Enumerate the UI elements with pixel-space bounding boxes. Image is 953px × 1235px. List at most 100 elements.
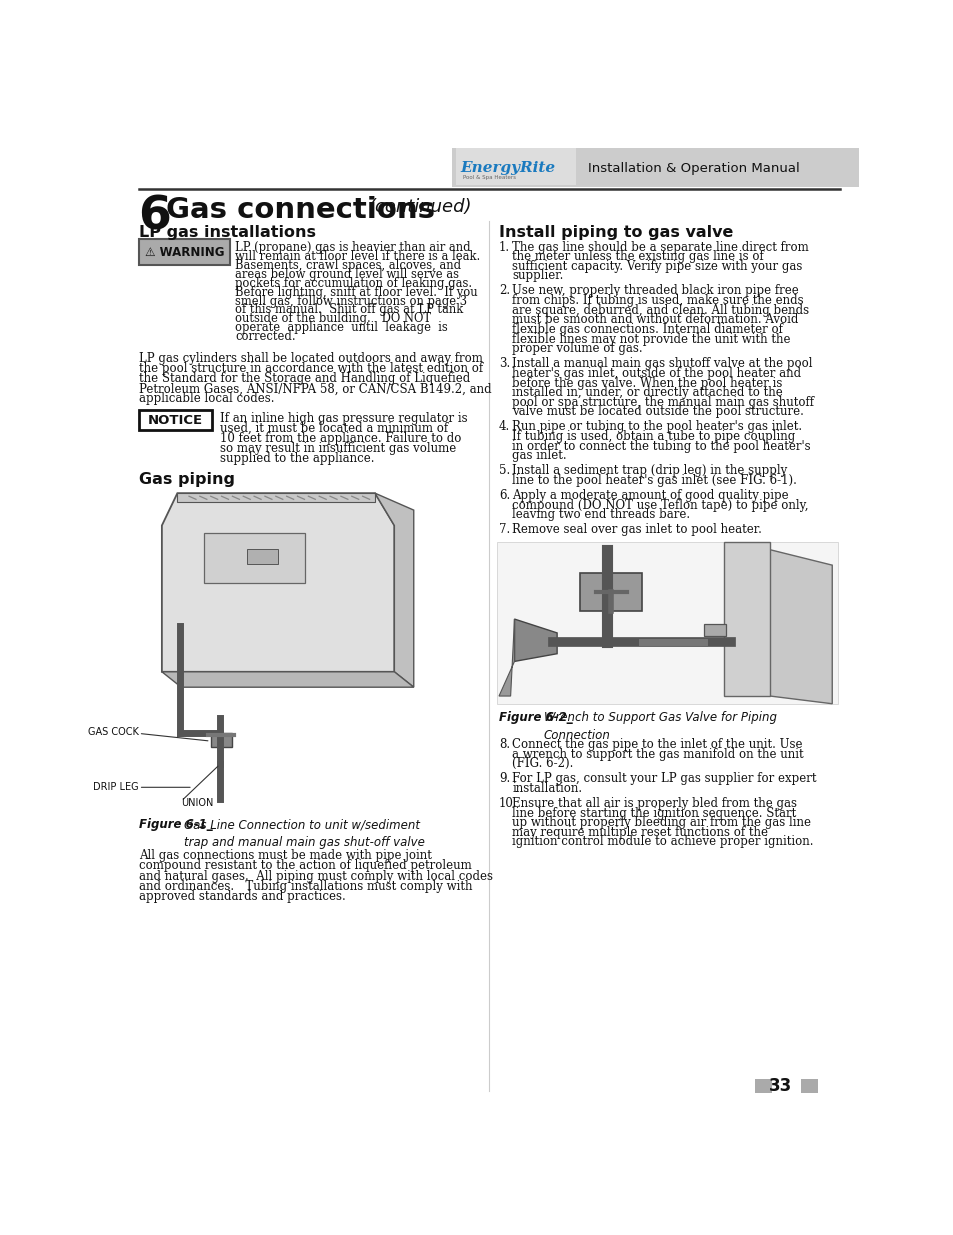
Text: 6: 6 (138, 194, 172, 240)
Text: The gas line should be a separate line direct from: The gas line should be a separate line d… (512, 241, 808, 253)
Bar (138, 240, 230, 266)
Text: Ensure that all air is properly bled from the gas: Ensure that all air is properly bled fro… (512, 797, 797, 810)
Polygon shape (375, 493, 414, 687)
Text: Install piping to gas valve: Install piping to gas valve (498, 225, 733, 240)
Text: LP (propane) gas is heavier than air and: LP (propane) gas is heavier than air and (235, 241, 471, 254)
Text: may require multiple reset functions of the: may require multiple reset functions of … (512, 826, 767, 839)
Text: All gas connections must be made with pipe joint: All gas connections must be made with pi… (138, 848, 431, 862)
Text: line before starting the ignition sequence. Start: line before starting the ignition sequen… (512, 806, 796, 820)
Text: LP gas installations: LP gas installations (138, 225, 315, 240)
Text: so may result in insufficient gas volume: so may result in insufficient gas volume (220, 442, 456, 454)
Text: a wrench to support the gas manifold on the unit: a wrench to support the gas manifold on … (512, 747, 803, 761)
Text: 33: 33 (768, 1077, 791, 1095)
Text: and natural gases.  All piping must comply with local codes: and natural gases. All piping must compl… (138, 869, 492, 883)
Text: If an inline high gas pressure regulator is: If an inline high gas pressure regulator… (220, 411, 467, 425)
Text: supplier.: supplier. (512, 269, 563, 283)
Text: Run pipe or tubing to the pool heater's gas inlet.: Run pipe or tubing to the pool heater's … (512, 420, 801, 433)
Text: For LP gas, consult your LP gas supplier for expert: For LP gas, consult your LP gas supplier… (512, 772, 816, 785)
Text: Install a sediment trap (drip leg) in the supply: Install a sediment trap (drip leg) in th… (512, 464, 786, 477)
Text: from chips. If tubing is used, make sure the ends: from chips. If tubing is used, make sure… (512, 294, 803, 308)
Text: corrected.: corrected. (235, 330, 295, 343)
Text: (continued): (continued) (369, 199, 472, 216)
Polygon shape (498, 619, 514, 697)
Text: used, it must be located a minimum of: used, it must be located a minimum of (220, 421, 448, 435)
Text: before the gas valve. When the pool heater is: before the gas valve. When the pool heat… (512, 377, 781, 389)
Polygon shape (162, 672, 414, 687)
Text: If tubing is used, obtain a tube to pipe coupling: If tubing is used, obtain a tube to pipe… (512, 430, 795, 443)
Text: line to the pool heater's gas inlet (see FIG. 6-1).: line to the pool heater's gas inlet (see… (512, 474, 796, 487)
Text: LP gas cylinders shall be located outdoors and away from: LP gas cylinders shall be located outdoo… (138, 352, 482, 366)
Text: pockets for accumulation of leaking gas.: pockets for accumulation of leaking gas. (235, 277, 472, 290)
Text: Figure 6-2_: Figure 6-2_ (498, 711, 572, 724)
Bar (801, 1079, 818, 1093)
Text: NOTICE: NOTICE (148, 414, 203, 426)
Polygon shape (162, 493, 394, 672)
Bar (452, 148, 858, 186)
Text: outside of the building.   DO NOT: outside of the building. DO NOT (235, 312, 431, 325)
Text: 10.: 10. (498, 797, 517, 810)
Text: Wrench to Support Gas Valve for Piping
Connection: Wrench to Support Gas Valve for Piping C… (543, 711, 776, 741)
Text: sufficient capacity. Verify pipe size with your gas: sufficient capacity. Verify pipe size wi… (512, 259, 801, 273)
Text: pool or spa structure, the manual main gas shutoff: pool or spa structure, the manual main g… (512, 395, 813, 409)
Text: Use new, properly threaded black iron pipe free: Use new, properly threaded black iron pi… (512, 284, 798, 298)
Text: Pool & Spa Heaters: Pool & Spa Heaters (462, 175, 515, 180)
Text: heater's gas inlet, outside of the pool heater and: heater's gas inlet, outside of the pool … (512, 367, 801, 380)
Text: Basements, crawl spaces, alcoves, and: Basements, crawl spaces, alcoves, and (235, 259, 461, 272)
Text: compound resistant to the action of liquefied petroleum: compound resistant to the action of liqu… (138, 860, 471, 872)
Text: leaving two end threads bare.: leaving two end threads bare. (512, 508, 690, 521)
Bar (579, 573, 641, 611)
Text: Installation & Operation Manual: Installation & Operation Manual (587, 162, 799, 174)
Bar (497, 542, 837, 704)
Text: the pool structure in accordance with the latest edition of: the pool structure in accordance with th… (138, 362, 482, 375)
Text: installed in, under, or directly attached to the: installed in, under, or directly attache… (512, 387, 782, 399)
Bar (703, 624, 725, 636)
Text: 10 feet from the appliance. Failure to do: 10 feet from the appliance. Failure to d… (220, 431, 461, 445)
Text: 4.: 4. (498, 420, 510, 433)
Text: valve must be located outside the pool structure.: valve must be located outside the pool s… (512, 405, 803, 419)
Text: of this manual.  Shut off gas at LP tank: of this manual. Shut off gas at LP tank (235, 304, 463, 316)
Text: flexible gas connections. Internal diameter of: flexible gas connections. Internal diame… (512, 324, 782, 336)
Text: 5.: 5. (498, 464, 510, 477)
Text: areas below ground level will serve as: areas below ground level will serve as (235, 268, 459, 280)
Bar (456, 148, 576, 185)
Text: DRIP LEG: DRIP LEG (92, 782, 138, 793)
Text: applicable local codes.: applicable local codes. (138, 393, 274, 405)
Text: proper volume of gas.: proper volume of gas. (512, 342, 642, 356)
Text: and ordinances.   Tubing installations must comply with: and ordinances. Tubing installations mus… (138, 881, 472, 893)
Text: 8.: 8. (498, 739, 510, 751)
Text: up without properly bleeding air from the gas line: up without properly bleeding air from th… (512, 816, 810, 829)
Text: Gas piping: Gas piping (138, 472, 234, 487)
Polygon shape (769, 550, 831, 704)
Text: GAS COCK: GAS COCK (88, 727, 138, 737)
Polygon shape (514, 619, 557, 662)
Text: installation.: installation. (512, 782, 581, 795)
Text: will remain at floor level if there is a leak.: will remain at floor level if there is a… (235, 251, 480, 263)
Bar (138, 410, 212, 430)
Text: compound (DO NOT use Teflon tape) to pipe only,: compound (DO NOT use Teflon tape) to pip… (512, 499, 808, 511)
Text: gas inlet.: gas inlet. (512, 450, 566, 462)
Text: (FIG. 6-2).: (FIG. 6-2). (512, 757, 573, 771)
Text: Apply a moderate amount of good quality pipe: Apply a moderate amount of good quality … (512, 489, 788, 501)
Bar (204, 534, 305, 583)
Text: supplied to the appliance.: supplied to the appliance. (220, 452, 375, 464)
Text: Gas Line Connection to unit w/sediment
trap and manual main gas shut-off valve: Gas Line Connection to unit w/sediment t… (183, 818, 424, 848)
Text: Petroleum Gases, ANSI/NFPA 58, or CAN/CSA B149.2, and: Petroleum Gases, ANSI/NFPA 58, or CAN/CS… (138, 383, 491, 395)
Text: in order to connect the tubing to the pool heater's: in order to connect the tubing to the po… (512, 440, 810, 453)
Text: 2.: 2. (498, 284, 510, 298)
Text: approved standards and practices.: approved standards and practices. (138, 890, 345, 904)
Text: Remove seal over gas inlet to pool heater.: Remove seal over gas inlet to pool heate… (512, 524, 761, 536)
Text: 1.: 1. (498, 241, 510, 253)
Text: Before lighting, sniff at floor level.  If you: Before lighting, sniff at floor level. I… (235, 285, 477, 299)
Text: Figure 6-1_: Figure 6-1_ (138, 818, 212, 831)
Text: 7.: 7. (498, 524, 510, 536)
Text: operate  appliance  until  leakage  is: operate appliance until leakage is (235, 321, 448, 333)
Text: smell gas, follow instructions on page 3: smell gas, follow instructions on page 3 (235, 294, 467, 308)
Text: UNION: UNION (181, 798, 213, 808)
Text: 6.: 6. (498, 489, 510, 501)
Text: 9.: 9. (498, 772, 510, 785)
Text: Install a manual main gas shutoff valve at the pool: Install a manual main gas shutoff valve … (512, 357, 812, 370)
Bar (723, 542, 769, 697)
Bar (211, 734, 233, 747)
Text: must be smooth and without deformation. Avoid: must be smooth and without deformation. … (512, 314, 798, 326)
Text: 3.: 3. (498, 357, 510, 370)
